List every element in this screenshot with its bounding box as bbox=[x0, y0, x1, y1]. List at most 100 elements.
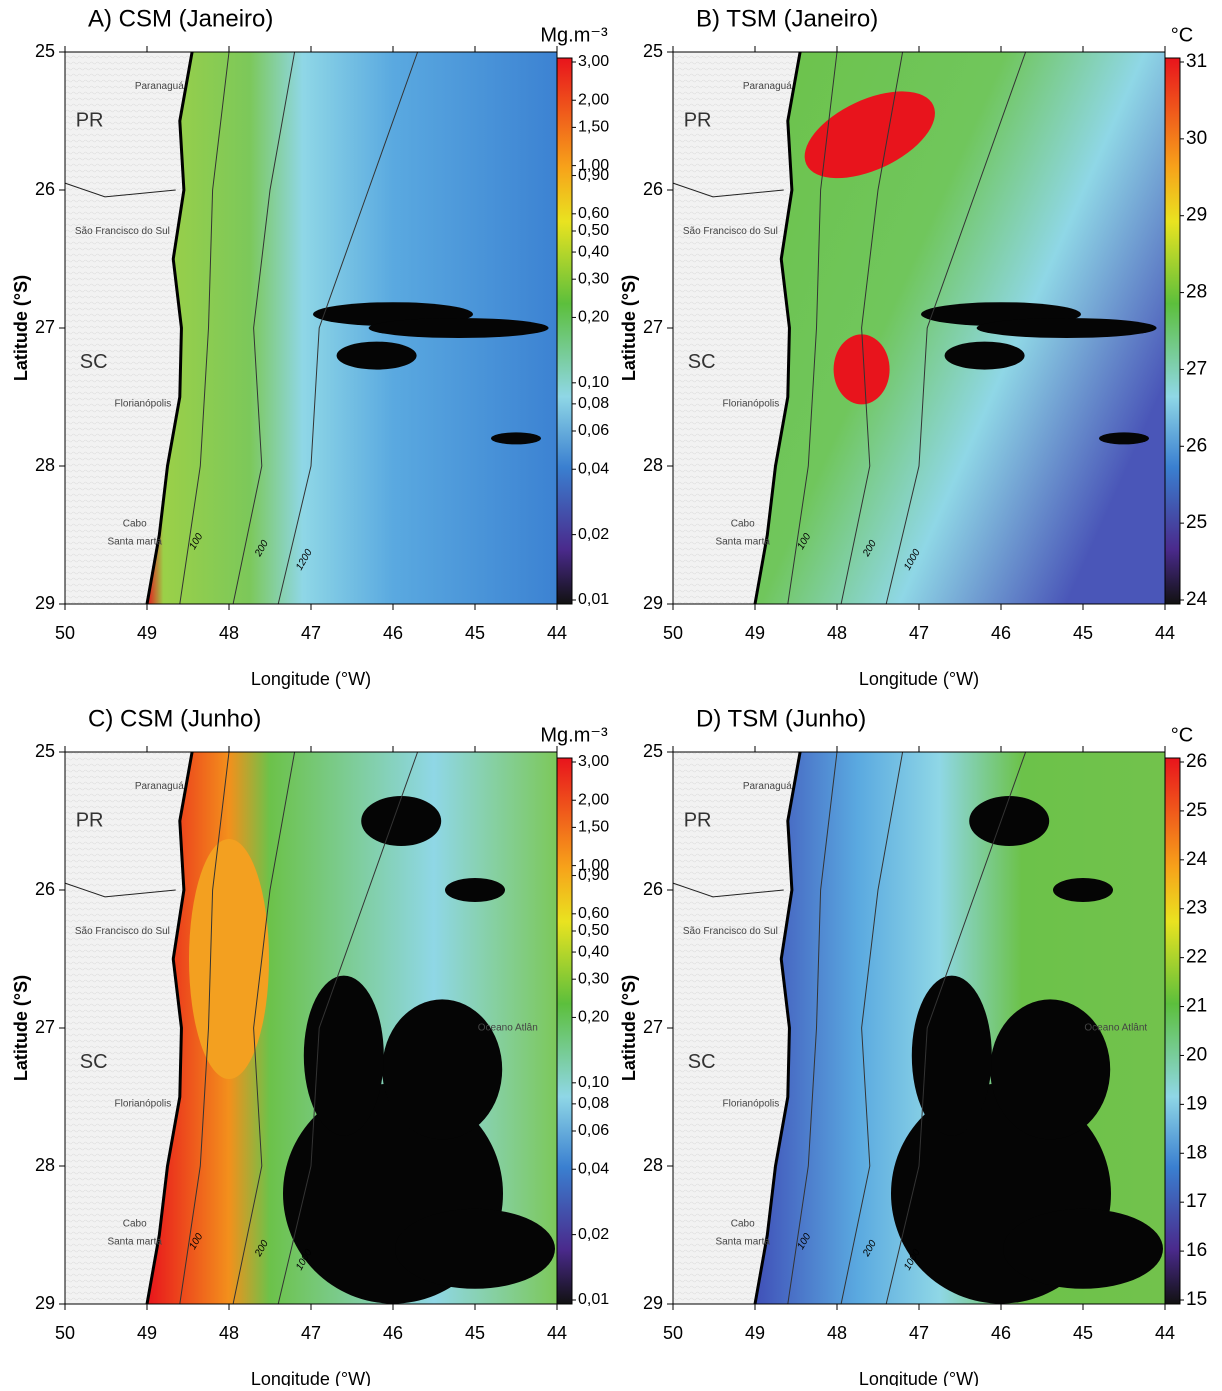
x-tick-label: 48 bbox=[219, 623, 239, 643]
colorbar-tick-label: 0,01 bbox=[578, 591, 609, 608]
y-tick-label: 26 bbox=[643, 179, 663, 199]
place-label: PR bbox=[76, 809, 104, 831]
colorbar-tick-label: 28 bbox=[1186, 282, 1207, 303]
place-label: Santa marta bbox=[715, 537, 770, 548]
place-label: SC bbox=[80, 351, 108, 373]
place-label: Cabo bbox=[731, 519, 755, 530]
x-tick-label: 50 bbox=[663, 623, 683, 643]
x-tick-label: 48 bbox=[827, 1323, 847, 1343]
y-tick-label: 26 bbox=[35, 879, 55, 899]
colorbar-tick-label: 3,00 bbox=[578, 53, 609, 70]
isobath bbox=[885, 751, 1027, 1305]
colorbar-tick-label: 0,20 bbox=[578, 1009, 609, 1026]
place-label: SC bbox=[688, 351, 716, 373]
y-axis-label: Latitude (°S) bbox=[619, 275, 639, 381]
colorbar-tick-label: 0,08 bbox=[578, 1095, 609, 1112]
x-tick-label: 45 bbox=[465, 1323, 485, 1343]
x-tick-label: 44 bbox=[547, 623, 567, 643]
colorbar-tick-label: 15 bbox=[1186, 1289, 1207, 1310]
y-tick-label: 25 bbox=[643, 741, 663, 761]
colorbar bbox=[556, 757, 573, 1305]
x-tick-label: 45 bbox=[465, 623, 485, 643]
x-tick-label: 46 bbox=[383, 1323, 403, 1343]
y-axis-label: Latitude (°S) bbox=[11, 975, 31, 1081]
place-label: PR bbox=[684, 109, 712, 131]
x-tick-label: 45 bbox=[1073, 1323, 1093, 1343]
place-label: Paranaguá bbox=[743, 81, 792, 92]
colorbar-tick-label: 0,50 bbox=[578, 922, 609, 939]
place-label: Santa marta bbox=[107, 1237, 162, 1248]
colorbar-tick-label: 22 bbox=[1186, 947, 1207, 968]
place-label: SC bbox=[688, 1051, 716, 1073]
y-tick-label: 26 bbox=[35, 179, 55, 199]
colorbar-unit: Mg.m⁻³ bbox=[540, 724, 608, 746]
panel-title: C) CSM (Junho) bbox=[88, 705, 261, 732]
colorbar-tick-label: 0,10 bbox=[578, 374, 609, 391]
colorbar-tick-label: 0,30 bbox=[578, 970, 609, 987]
x-tick-label: 46 bbox=[991, 1323, 1011, 1343]
colorbar-tick-label: 25 bbox=[1186, 512, 1207, 533]
colorbar-tick-label: 24 bbox=[1186, 589, 1208, 610]
x-tick-label: 45 bbox=[1073, 623, 1093, 643]
cloud-mask bbox=[1053, 878, 1113, 902]
isobath bbox=[232, 751, 296, 1305]
colorbar-tick-label: 30 bbox=[1186, 128, 1207, 149]
panel-title: B) TSM (Janeiro) bbox=[696, 5, 878, 32]
warm-patch bbox=[804, 91, 935, 179]
colorbar-tick-label: 20 bbox=[1186, 1044, 1207, 1065]
isobath bbox=[179, 751, 230, 1305]
colorbar-tick-label: 31 bbox=[1186, 51, 1207, 72]
colorbar-tick-label: 0,60 bbox=[578, 205, 609, 222]
place-label: Paranaguá bbox=[135, 81, 184, 92]
y-tick-label: 27 bbox=[643, 317, 663, 337]
place-label: Oceano Atlân bbox=[478, 1023, 538, 1034]
colorbar-tick-label: 0,10 bbox=[578, 1074, 609, 1091]
warm-patch bbox=[833, 334, 890, 405]
x-tick-label: 44 bbox=[1155, 623, 1175, 643]
colorbar-tick-label: 18 bbox=[1186, 1142, 1207, 1163]
isobath bbox=[787, 751, 838, 1305]
state-border bbox=[64, 882, 176, 898]
panel-title: D) TSM (Junho) bbox=[696, 705, 866, 732]
cloud-mask bbox=[361, 796, 442, 846]
ocean bbox=[147, 52, 557, 604]
place-label: PR bbox=[684, 809, 712, 831]
x-tick-label: 46 bbox=[991, 623, 1011, 643]
colorbar-tick-label: 0,02 bbox=[578, 1226, 609, 1243]
colorbar-tick-label: 1,50 bbox=[578, 819, 609, 836]
state-border bbox=[672, 882, 784, 898]
state-border bbox=[672, 182, 784, 198]
x-axis-label: Longitude (°W) bbox=[859, 669, 979, 689]
colorbar-tick-label: 1,00 bbox=[578, 857, 609, 874]
cloud-mask bbox=[990, 999, 1111, 1140]
panel: A) CSM (Janeiro)100 200 1200ParanaguáPRSão… bbox=[11, 5, 609, 688]
colorbar-tick-label: 0,06 bbox=[578, 422, 609, 439]
colorbar-tick-label: 0,30 bbox=[578, 270, 609, 287]
place-label: Paranaguá bbox=[743, 781, 792, 792]
place-label: Cabo bbox=[123, 519, 147, 530]
colorbar-tick-label: 1,00 bbox=[578, 157, 609, 174]
place-label: Paranaguá bbox=[135, 781, 184, 792]
x-axis-label: Longitude (°W) bbox=[859, 1369, 979, 1386]
colorbar-tick-label: 2,00 bbox=[578, 791, 609, 808]
colorbar-tick-label: 16 bbox=[1186, 1240, 1207, 1261]
y-tick-label: 26 bbox=[643, 879, 663, 899]
x-tick-label: 49 bbox=[137, 623, 157, 643]
x-tick-label: 47 bbox=[301, 623, 321, 643]
isobath bbox=[179, 51, 230, 605]
y-tick-label: 29 bbox=[643, 593, 663, 613]
x-tick-label: 50 bbox=[55, 1323, 75, 1343]
x-tick-label: 49 bbox=[745, 1323, 765, 1343]
colorbar-unit: °C bbox=[1171, 724, 1193, 746]
x-tick-label: 46 bbox=[383, 623, 403, 643]
y-tick-label: 29 bbox=[35, 1293, 55, 1313]
colorbar-tick-label: 0,90 bbox=[578, 867, 609, 884]
y-axis-label: Latitude (°S) bbox=[11, 275, 31, 381]
x-tick-label: 48 bbox=[219, 1323, 239, 1343]
place-label: SC bbox=[80, 1051, 108, 1073]
x-tick-label: 44 bbox=[547, 1323, 567, 1343]
x-tick-label: 47 bbox=[909, 623, 929, 643]
isobath bbox=[277, 751, 419, 1305]
y-tick-label: 29 bbox=[35, 593, 55, 613]
